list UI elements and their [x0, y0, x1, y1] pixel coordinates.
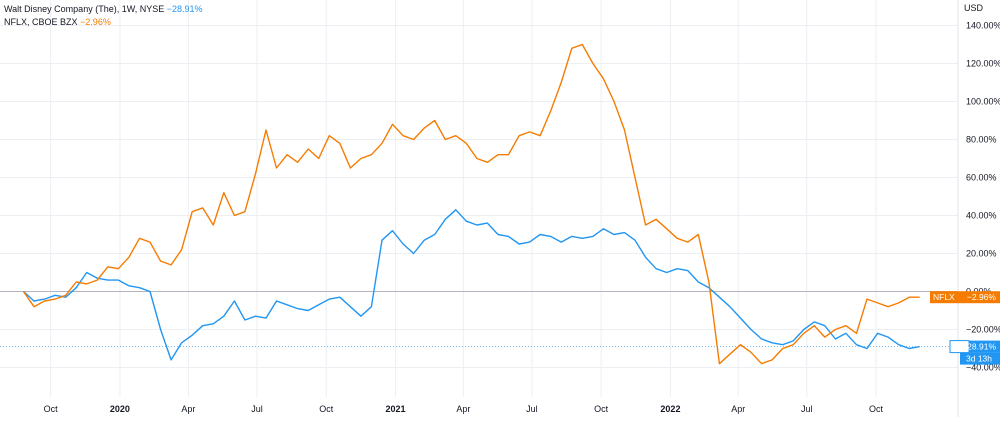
price-tags: NFLX −2.96% DIS −28.91% 3d 13h: [930, 291, 1000, 365]
y-tick-label: −40.00%: [966, 363, 1000, 373]
y-axis: USD 140.00% 120.00% 100.00% 80.00% 60.00% 40.…: [964, 3, 1000, 373]
dis-tag-symbol: DIS: [953, 342, 968, 352]
x-tick-label: 2022: [660, 404, 680, 414]
nflx-series-line[interactable]: [22, 43, 920, 365]
y-tick-label: 20.00%: [966, 249, 997, 259]
y-tick-label: 100.00%: [966, 97, 1000, 107]
nflx-tag-value: −2.96%: [967, 292, 997, 302]
x-tick-label: 2021: [386, 404, 406, 414]
y-tick-label: 140.00%: [966, 21, 1000, 31]
dis-tag-symbol-bg: [949, 340, 970, 354]
legend-dis-change: −28.91%: [166, 4, 203, 14]
x-tick-label: Oct: [869, 404, 884, 414]
nflx-price-tag: [930, 291, 1000, 304]
chart-legend: Walt Disney Company (The), 1W, NYSE −28.…: [4, 3, 203, 29]
countdown-tag: [960, 352, 1000, 365]
grid-layer: [0, 0, 958, 397]
legend-nflx-change: −2.96%: [80, 17, 111, 27]
x-tick-label: 2020: [110, 404, 130, 414]
y-tick-label: 80.00%: [966, 135, 997, 145]
dis-series-line[interactable]: [23, 209, 920, 361]
y-axis-unit-label: USD: [964, 3, 984, 13]
x-tick-label: Apr: [731, 404, 745, 414]
legend-dis[interactable]: Walt Disney Company (The), 1W, NYSE −28.…: [4, 3, 203, 16]
y-tick-label: 120.00%: [966, 59, 1000, 69]
legend-nflx[interactable]: NFLX, CBOE BZX −2.96%: [4, 16, 203, 29]
x-tick-label: Apr: [456, 404, 470, 414]
nflx-tag-symbol: NFLX: [933, 292, 955, 302]
x-tick-label: Apr: [181, 404, 195, 414]
dis-tag-value: −28.91%: [962, 342, 996, 352]
x-tick-label: Oct: [594, 404, 609, 414]
countdown-text: 3d 13h: [966, 354, 992, 364]
series-layer: [22, 43, 920, 365]
y-tick-label: 40.00%: [966, 211, 997, 221]
x-tick-label: Jul: [526, 404, 538, 414]
legend-dis-label: Walt Disney Company (The), 1W, NYSE: [4, 4, 165, 14]
x-tick-label: Oct: [319, 404, 334, 414]
x-tick-label: Jul: [251, 404, 263, 414]
y-tick-label: 60.00%: [966, 173, 997, 183]
x-tick-label: Jul: [801, 404, 813, 414]
x-tick-label: Oct: [44, 404, 59, 414]
legend-nflx-label: NFLX, CBOE BZX: [4, 17, 78, 27]
x-axis: Oct 2020 Apr Jul Oct 2021 Apr Jul Oct 2022 Apr Jul O…: [44, 404, 884, 414]
y-tick-label: −20.00%: [966, 325, 1000, 335]
